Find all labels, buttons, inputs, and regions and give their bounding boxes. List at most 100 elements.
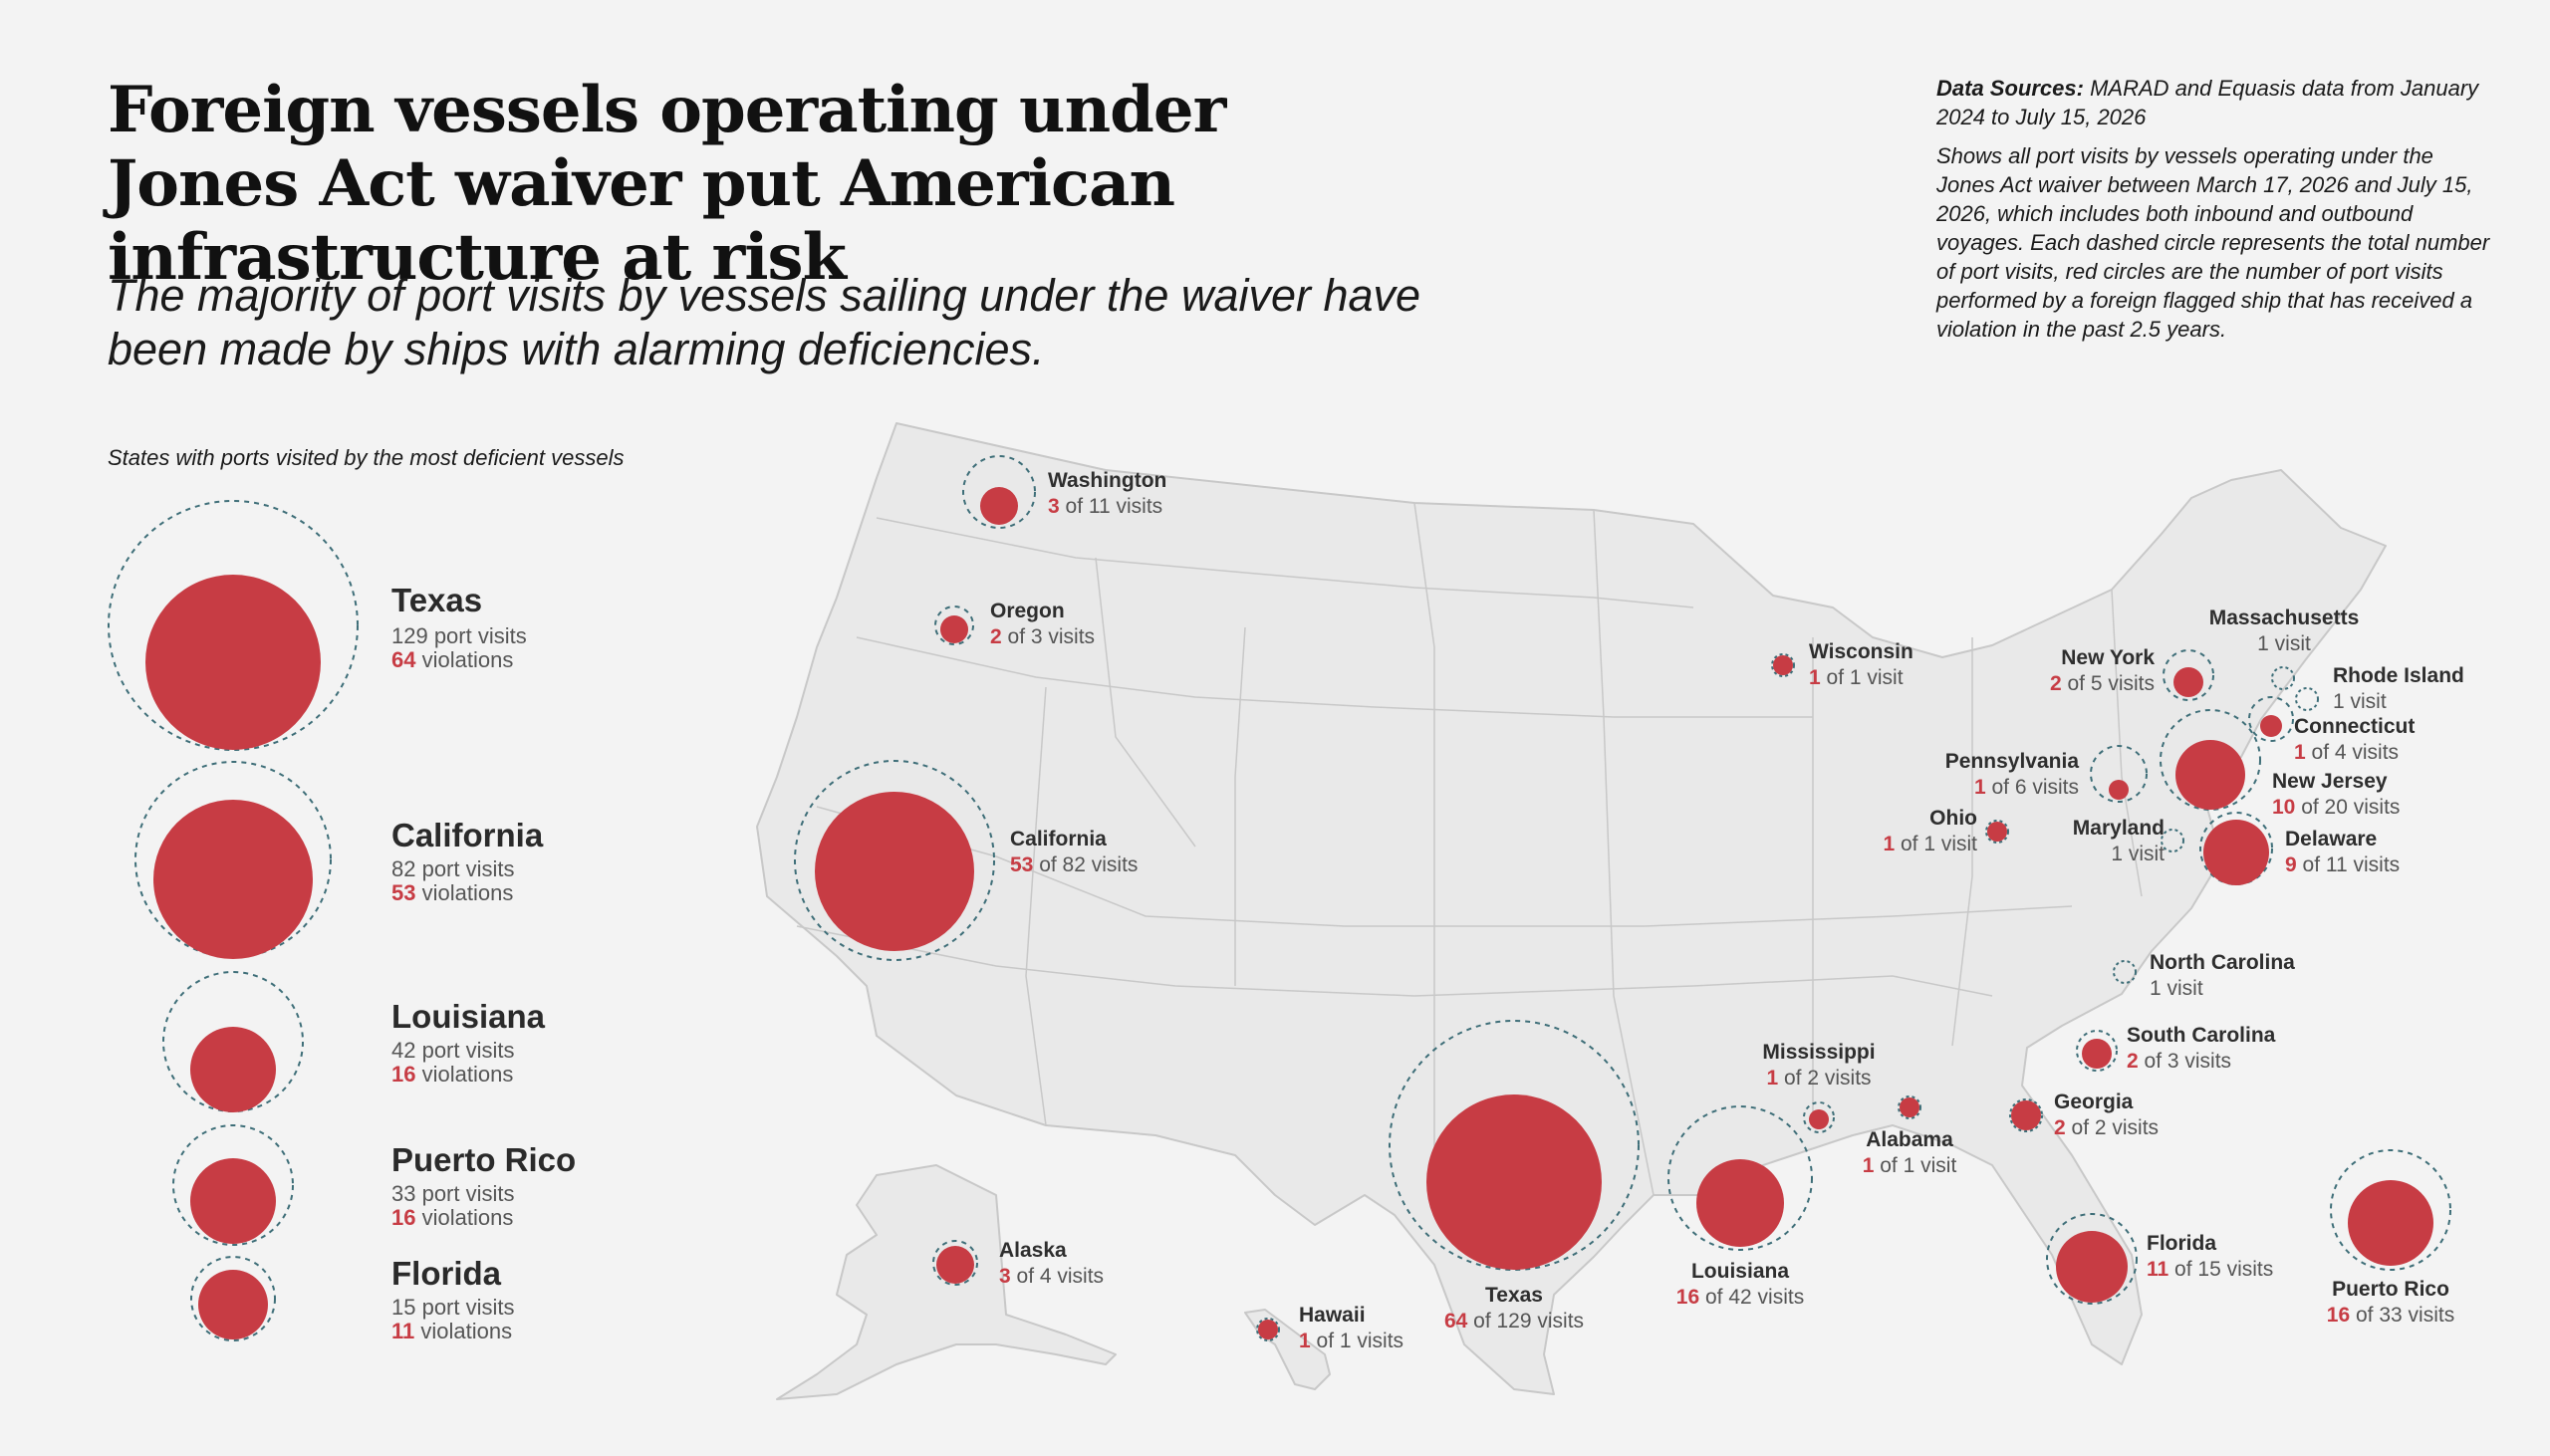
page-title: Foreign vessels operating under Jones Ac… (108, 73, 1226, 295)
washington-bubble-violations (980, 487, 1018, 525)
mississippi-bubble-violations (1809, 1109, 1829, 1129)
legend-state-name: Florida (391, 1255, 502, 1292)
ohio-bubble-total (1985, 820, 2009, 844)
label-pennsylvania: Pennsylvania 1 of 6 visits (1944, 750, 2079, 799)
texas-bubble-total (1389, 1020, 1640, 1271)
label-georgia: Georgia 2 of 2 visits (2054, 1091, 2160, 1139)
pennsylvania-bubble-violations (2109, 780, 2129, 800)
hawaii-bubble-total (1256, 1318, 1280, 1341)
sources-description: Shows all port visits by vessels operati… (1936, 143, 2490, 342)
alaska-bubble-total (932, 1240, 978, 1286)
georgia-bubble-total (2009, 1098, 2043, 1132)
louisiana-bubble-violations (1696, 1159, 1784, 1247)
louisiana-bubble-total (1667, 1105, 1813, 1251)
pennsylvania-bubble-total (2090, 745, 2148, 803)
label-ohio: Ohio 1 of 1 visit (1883, 807, 1977, 855)
legend-state-name: Louisiana (391, 998, 546, 1035)
oregon-bubble-violations (940, 615, 968, 643)
connecticut-bubble-violations (2260, 715, 2282, 737)
delaware-bubble-violations (2203, 820, 2269, 885)
alabama-bubble-total (1898, 1095, 1921, 1119)
oregon-bubble-total (934, 606, 974, 645)
legend-visits: 33 port visits (391, 1181, 515, 1206)
legend-state-name: Texas (391, 582, 483, 618)
data-sources-note: Data Sources: MARAD and Equasis data fro… (1936, 74, 2494, 354)
legend-heading: States with ports visited by the most de… (108, 445, 625, 470)
label-alaska: Alaska 3 of 4 visits (999, 1239, 1105, 1288)
sources-label: Data Sources: (1936, 76, 2084, 101)
new-jersey-bubble-violations (2175, 740, 2245, 810)
legend-bubble (134, 761, 332, 959)
ohio-bubble-violations (1987, 822, 2007, 842)
rhode-island-bubble-total (2295, 687, 2319, 711)
connecticut-bubble-total (2248, 696, 2294, 742)
legend-bubble (162, 971, 304, 1112)
legend-item-texas: Texas 129 port visits 64 violations (108, 498, 745, 757)
legend-item-louisiana: Louisiana 42 port visits 16 violations (108, 970, 745, 1119)
sources-text: MARAD and Equasis data from January 2024… (1936, 76, 2479, 129)
label-wisconsin: Wisconsin 1 of 1 visit (1809, 640, 1913, 689)
maryland-bubble-total (2161, 829, 2184, 852)
label-delaware: Delaware 9 of 11 visits (2285, 828, 2401, 876)
legend-visits: 129 port visits (391, 623, 527, 648)
florida-bubble-violations (2056, 1231, 2128, 1303)
california-bubble-total (794, 760, 995, 961)
legend-state-name: California (391, 817, 544, 853)
south-carolina-bubble-violations (2082, 1039, 2112, 1069)
california-bubble-violations (815, 792, 974, 951)
legend-visits: 15 port visits (391, 1295, 515, 1320)
legend-visits: 82 port visits (391, 856, 515, 881)
label-florida: Florida 11 of 15 visits (2147, 1232, 2274, 1281)
legend-violations: 16 violations (391, 1205, 514, 1230)
contiguous-us-landmass (756, 422, 2387, 1395)
label-california: California 53 of 82 visits (1010, 828, 1139, 876)
hawaii-bubble-violations (1258, 1320, 1278, 1339)
new-york-bubble-violations (2173, 667, 2203, 697)
massachusetts-bubble-total (2271, 666, 2295, 690)
delaware-bubble-total (2199, 812, 2273, 885)
label-maryland: Maryland 1 visit (2072, 817, 2165, 865)
label-connecticut: Connecticut 1 of 4 visits (2294, 715, 2416, 764)
legend-violations: 11 violations (391, 1319, 513, 1343)
new-jersey-bubble-total (2160, 709, 2261, 811)
legend-bubble (190, 1256, 276, 1341)
label-oregon: Oregon 2 of 3 visits (990, 600, 1096, 648)
label-hawaii: Hawaii 1 of 1 visits (1299, 1304, 1404, 1352)
texas-bubble-violations (1426, 1094, 1602, 1270)
label-new-jersey: New Jersey 10 of 20 visits (2272, 770, 2401, 819)
label-north-carolina: North Carolina 1 visit (2150, 951, 2295, 1000)
label-massachusetts: Massachusetts 1 visit (2208, 607, 2360, 655)
south-carolina-bubble-total (2076, 1030, 2118, 1072)
alabama-bubble-violations (1900, 1097, 1919, 1117)
legend-item-florida: Florida 15 port visits 11 violations (108, 1255, 745, 1354)
legend-visits: 42 port visits (391, 1038, 515, 1063)
mississippi-bubble-total (1803, 1101, 1835, 1133)
label-louisiana: Louisiana 16 of 42 visits (1675, 1260, 1805, 1309)
legend-bubble (108, 500, 359, 751)
washington-bubble-total (962, 455, 1036, 529)
puerto-rico-bubble-violations (2348, 1180, 2433, 1266)
legend-item-puerto-rico: Puerto Rico 33 port visits 16 violations (108, 1123, 745, 1253)
label-puerto-rico: Puerto Rico 16 of 33 visits (2326, 1278, 2455, 1327)
label-texas: Texas 64 of 129 visits (1443, 1284, 1585, 1333)
wisconsin-bubble-total (1771, 653, 1795, 677)
legend-item-california: California 82 port visits 53 violations (108, 760, 745, 964)
new-york-bubble-total (2163, 649, 2214, 701)
legend-violations: 16 violations (391, 1062, 514, 1087)
label-washington: Washington 3 of 11 visits (1048, 469, 1167, 518)
legend-violations: 53 violations (391, 880, 514, 905)
state-bubbles (794, 455, 2451, 1341)
florida-bubble-total (2046, 1213, 2138, 1305)
wisconsin-bubble-violations (1773, 655, 1793, 675)
label-new-york: New York 2 of 5 visits (2049, 646, 2155, 695)
legend-state-name: Puerto Rico (391, 1141, 577, 1178)
georgia-bubble-violations (2011, 1100, 2041, 1130)
label-mississippi: Mississippi 1 of 2 visits (1762, 1041, 1876, 1090)
legend-bubble (172, 1124, 294, 1246)
label-south-carolina: South Carolina 2 of 3 visits (2127, 1024, 2276, 1073)
page-subtitle: The majority of port visits by vessels s… (108, 270, 1421, 374)
north-carolina-bubble-total (2113, 960, 2137, 984)
label-rhode-island: Rhode Island 1 visit (2333, 664, 2464, 713)
